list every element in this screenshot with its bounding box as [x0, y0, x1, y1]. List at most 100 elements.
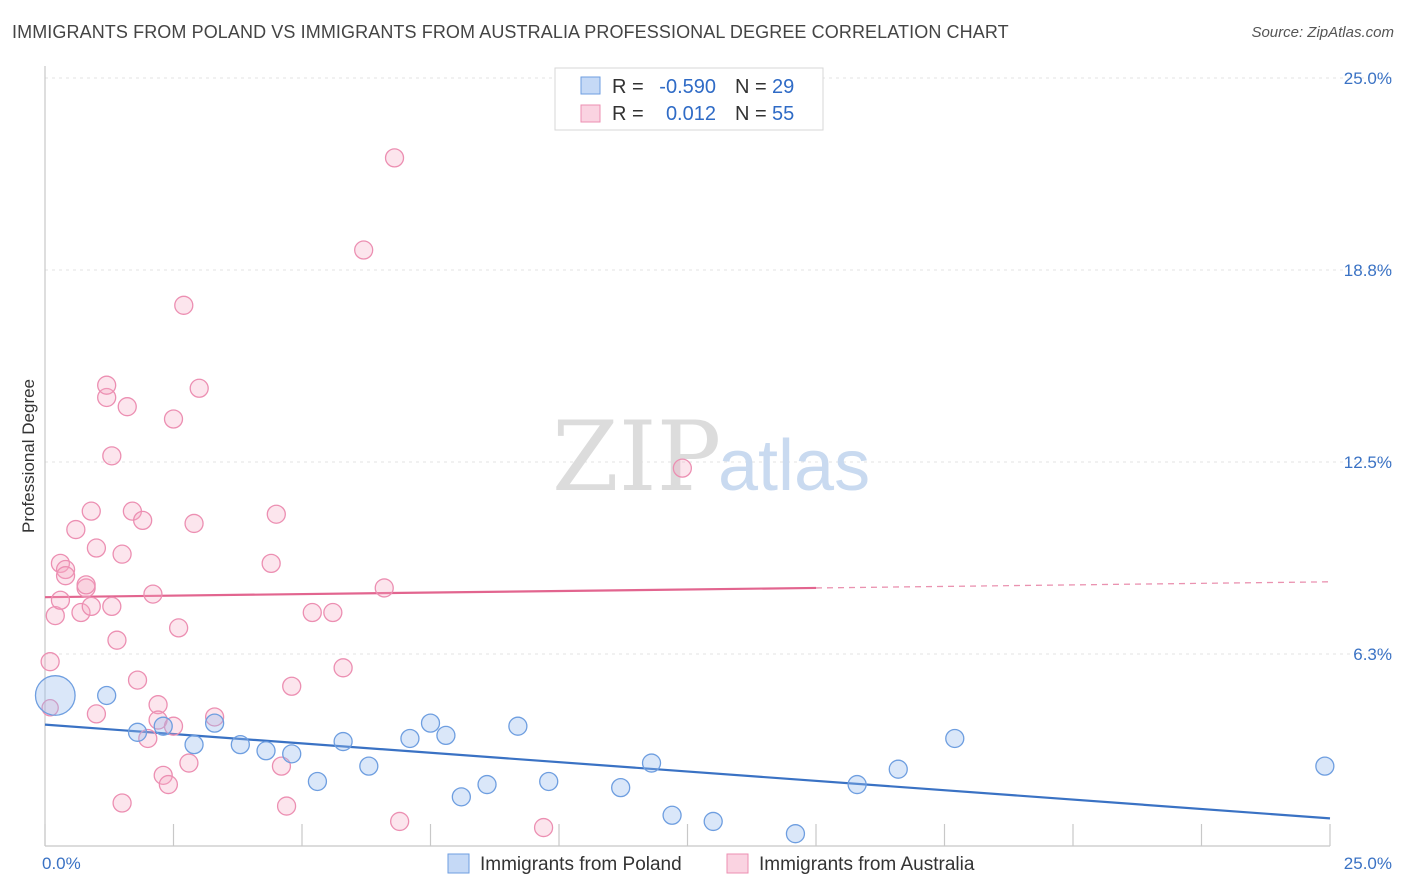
watermark-zip: ZIP: [552, 401, 721, 513]
point-poland: [847, 774, 867, 795]
legend-r-label-poland: R =: [612, 76, 644, 98]
point-australia: [333, 658, 353, 678]
point-australia: [107, 630, 127, 650]
y-axis-title: Professional Degree: [19, 379, 38, 533]
point-poland: [477, 774, 497, 795]
point-australia: [390, 811, 410, 832]
point-australia: [174, 295, 194, 315]
point-poland: [945, 728, 965, 749]
point-australia: [266, 504, 286, 524]
point-australia: [163, 716, 184, 736]
point-poland: [230, 734, 250, 755]
point-poland: [153, 716, 173, 736]
point-poland: [436, 725, 456, 746]
trend-line-poland: [44, 723, 1331, 820]
legend-swatch-poland: [580, 76, 601, 95]
chart-source: Source: ZipAtlas.com: [1251, 24, 1394, 41]
point-australia: [158, 774, 179, 795]
legend-swatch-australia: [580, 104, 601, 123]
point-australia: [97, 375, 117, 395]
point-australia: [40, 652, 60, 672]
point-australia: [138, 728, 158, 749]
axes: 6.3% 12.5% 18.8% 25.0% 0.0% 25.0%: [42, 66, 1392, 873]
series-legend: Immigrants from Poland Immigrants from A…: [447, 853, 975, 875]
point-australia: [271, 756, 292, 776]
point-australia: [153, 765, 173, 785]
point-australia: [302, 602, 322, 623]
point-australia: [86, 704, 107, 724]
legend-n-label-poland: N =: [735, 76, 767, 98]
point-poland: [204, 713, 225, 733]
point-poland: [508, 716, 528, 736]
point-australia: [179, 753, 199, 773]
y-tick-label: 18.8%: [1344, 261, 1392, 280]
point-poland: [888, 759, 908, 779]
series-legend-swatch-poland: [447, 853, 470, 874]
stats-legend: R = -0.590 N = 29 R = 0.012 N = 55: [554, 67, 824, 131]
y-tick-label: 12.5%: [1344, 453, 1392, 472]
point-poland: [662, 805, 682, 825]
point-poland: [641, 753, 662, 773]
legend-r-value-australia: 0.012: [666, 103, 716, 125]
trend-line-australia: [44, 586, 817, 599]
point-australia: [81, 596, 101, 617]
point-poland: [34, 675, 76, 716]
point-australia: [163, 409, 184, 429]
legend-r-label-australia: R =: [612, 103, 644, 125]
point-poland: [400, 728, 420, 749]
series-legend-label-poland: Immigrants from Poland: [480, 854, 682, 875]
point-poland: [703, 811, 723, 832]
point-poland: [451, 787, 471, 807]
point-australia: [81, 501, 101, 521]
point-australia: [148, 695, 168, 715]
point-australia: [66, 519, 86, 540]
legend-r-value-poland: -0.590: [659, 76, 716, 98]
point-poland: [307, 771, 328, 792]
point-poland: [127, 722, 148, 742]
point-poland: [611, 777, 631, 798]
point-australia: [102, 596, 122, 617]
point-australia: [672, 458, 693, 478]
point-australia: [127, 670, 148, 690]
point-australia: [354, 240, 374, 260]
point-australia: [184, 513, 204, 534]
grid-lines: [45, 77, 1395, 655]
point-australia: [112, 544, 132, 564]
chart-title: IMMIGRANTS FROM POLAND VS IMMIGRANTS FRO…: [12, 22, 1009, 42]
point-poland: [282, 744, 302, 764]
point-australia: [282, 676, 302, 696]
data-points: [34, 148, 1335, 844]
point-poland: [785, 824, 806, 844]
point-australia: [86, 538, 107, 558]
x-tick-label-max: 25.0%: [1344, 854, 1392, 873]
point-australia: [133, 510, 153, 531]
watermark: ZIP atlas: [552, 401, 870, 513]
point-australia: [323, 602, 343, 623]
point-australia: [261, 553, 281, 574]
point-poland: [333, 731, 353, 752]
watermark-atlas: atlas: [718, 426, 870, 506]
point-australia: [50, 553, 71, 574]
legend-n-value-poland: 29: [772, 76, 794, 98]
legend-n-label-australia: N =: [735, 103, 767, 125]
series-legend-swatch-australia: [726, 853, 749, 874]
point-australia: [143, 584, 163, 604]
y-tick-label: 6.3%: [1353, 645, 1392, 664]
point-australia: [276, 796, 297, 816]
y-tick-label: 25.0%: [1344, 69, 1392, 88]
point-poland: [539, 771, 559, 792]
point-australia: [102, 446, 122, 466]
point-australia: [117, 397, 137, 417]
point-australia: [41, 699, 59, 717]
point-australia: [71, 602, 91, 623]
point-australia: [533, 817, 554, 838]
point-australia: [50, 590, 71, 610]
point-poland: [1315, 756, 1335, 776]
point-australia: [204, 707, 225, 727]
point-poland: [97, 685, 117, 706]
point-australia: [45, 605, 65, 626]
point-australia: [168, 618, 189, 638]
point-poland: [420, 713, 441, 733]
point-australia: [112, 793, 132, 813]
